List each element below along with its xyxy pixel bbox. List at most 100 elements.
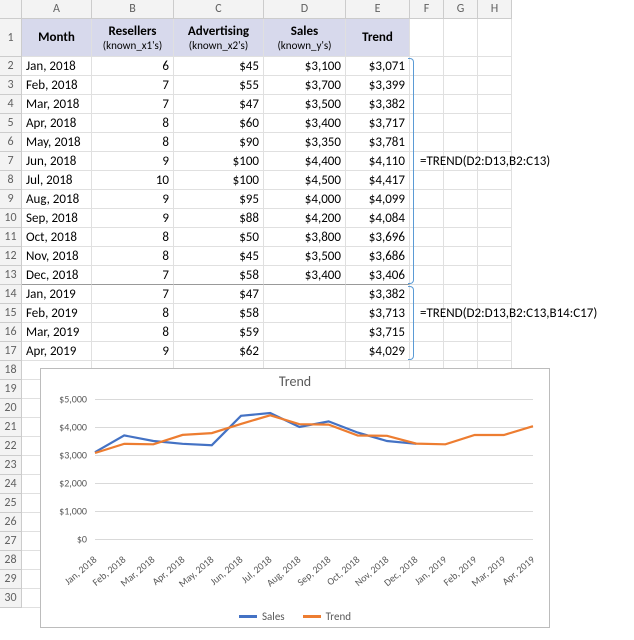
row-header-26[interactable]: 26 <box>0 513 22 532</box>
cell-month-9[interactable]: Aug, 2018 <box>22 190 92 209</box>
cell-adv-14[interactable]: $47 <box>174 285 264 304</box>
cell-adv-13[interactable]: $58 <box>174 266 264 285</box>
cell-sales-3[interactable]: $3,700 <box>264 76 346 95</box>
cell-adv-3[interactable]: $55 <box>174 76 264 95</box>
row-header-6[interactable]: 6 <box>0 133 22 152</box>
cell-month-13[interactable]: Dec, 2018 <box>22 266 92 285</box>
cell-month-14[interactable]: Jan, 2019 <box>22 285 92 304</box>
cell-month-7[interactable]: Jun, 2018 <box>22 152 92 171</box>
cell-month-4[interactable]: Mar, 2018 <box>22 95 92 114</box>
cell-adv-15[interactable]: $58 <box>174 304 264 323</box>
cell-month-2[interactable]: Jan, 2018 <box>22 57 92 76</box>
cell-adv-10[interactable]: $88 <box>174 209 264 228</box>
cell-resellers-6[interactable]: 8 <box>92 133 174 152</box>
cell-trend-11[interactable]: $3,696 <box>346 228 410 247</box>
row-header-12[interactable]: 12 <box>0 247 22 266</box>
cell-trend-7[interactable]: $4,110 <box>346 152 410 171</box>
cell-trend-9[interactable]: $4,099 <box>346 190 410 209</box>
cell-adv-5[interactable]: $60 <box>174 114 264 133</box>
row-header-9[interactable]: 9 <box>0 190 22 209</box>
cell-resellers-15[interactable]: 8 <box>92 304 174 323</box>
cell-trend-14[interactable]: $3,382 <box>346 285 410 304</box>
cell-sales-6[interactable]: $3,350 <box>264 133 346 152</box>
col-header-D[interactable]: D <box>264 0 346 19</box>
cell-month-8[interactable]: Jul, 2018 <box>22 171 92 190</box>
row-header-25[interactable]: 25 <box>0 494 22 513</box>
row-header-29[interactable]: 29 <box>0 570 22 589</box>
cell-trend-6[interactable]: $3,781 <box>346 133 410 152</box>
col-header-C[interactable]: C <box>174 0 264 19</box>
cell-trend-12[interactable]: $3,686 <box>346 247 410 266</box>
cell-adv-16[interactable]: $59 <box>174 323 264 342</box>
cell-sales-8[interactable]: $4,500 <box>264 171 346 190</box>
cell-sales-11[interactable]: $3,800 <box>264 228 346 247</box>
cell-resellers-16[interactable]: 8 <box>92 323 174 342</box>
cell-sales-7[interactable]: $4,400 <box>264 152 346 171</box>
row-header-18[interactable]: 18 <box>0 361 22 380</box>
cell-resellers-7[interactable]: 9 <box>92 152 174 171</box>
col-header-F[interactable]: F <box>410 0 444 19</box>
cell-resellers-2[interactable]: 6 <box>92 57 174 76</box>
cell-adv-4[interactable]: $47 <box>174 95 264 114</box>
row-header-22[interactable]: 22 <box>0 437 22 456</box>
cell-month-17[interactable]: Apr, 2019 <box>22 342 92 361</box>
cell-resellers-13[interactable]: 7 <box>92 266 174 285</box>
cell-sales-2[interactable]: $3,100 <box>264 57 346 76</box>
cell-resellers-3[interactable]: 7 <box>92 76 174 95</box>
col-header-A[interactable]: A <box>22 0 92 19</box>
cell-trend-17[interactable]: $4,029 <box>346 342 410 361</box>
cell-trend-2[interactable]: $3,071 <box>346 57 410 76</box>
cell-resellers-11[interactable]: 8 <box>92 228 174 247</box>
cell-trend-15[interactable]: $3,713 <box>346 304 410 323</box>
cell-trend-3[interactable]: $3,399 <box>346 76 410 95</box>
cell-month-5[interactable]: Apr, 2018 <box>22 114 92 133</box>
cell-trend-8[interactable]: $4,417 <box>346 171 410 190</box>
cell-sales-9[interactable]: $4,000 <box>264 190 346 209</box>
cell-month-3[interactable]: Feb, 2018 <box>22 76 92 95</box>
cell-resellers-4[interactable]: 7 <box>92 95 174 114</box>
cell-adv-6[interactable]: $90 <box>174 133 264 152</box>
cell-month-16[interactable]: Mar, 2019 <box>22 323 92 342</box>
cell-trend-13[interactable]: $3,406 <box>346 266 410 285</box>
row-header-21[interactable]: 21 <box>0 418 22 437</box>
cell-adv-8[interactable]: $100 <box>174 171 264 190</box>
row-header-13[interactable]: 13 <box>0 266 22 285</box>
cell-sales-5[interactable]: $3,400 <box>264 114 346 133</box>
cell-resellers-10[interactable]: 9 <box>92 209 174 228</box>
cell-resellers-8[interactable]: 10 <box>92 171 174 190</box>
cell-month-12[interactable]: Nov, 2018 <box>22 247 92 266</box>
cell-adv-2[interactable]: $45 <box>174 57 264 76</box>
cell-resellers-14[interactable]: 7 <box>92 285 174 304</box>
cell-sales-4[interactable]: $3,500 <box>264 95 346 114</box>
row-header-20[interactable]: 20 <box>0 399 22 418</box>
row-header-11[interactable]: 11 <box>0 228 22 247</box>
row-header-10[interactable]: 10 <box>0 209 22 228</box>
cell-month-11[interactable]: Oct, 2018 <box>22 228 92 247</box>
cell-sales-12[interactable]: $3,500 <box>264 247 346 266</box>
row-header-8[interactable]: 8 <box>0 171 22 190</box>
cell-resellers-17[interactable]: 9 <box>92 342 174 361</box>
row-header-28[interactable]: 28 <box>0 551 22 570</box>
row-header-16[interactable]: 16 <box>0 323 22 342</box>
row-header-23[interactable]: 23 <box>0 456 22 475</box>
col-header-E[interactable]: E <box>346 0 410 19</box>
cell-resellers-12[interactable]: 8 <box>92 247 174 266</box>
cell-sales-14[interactable] <box>264 285 346 304</box>
row-header-27[interactable]: 27 <box>0 532 22 551</box>
cell-trend-4[interactable]: $3,382 <box>346 95 410 114</box>
cell-sales-15[interactable] <box>264 304 346 323</box>
row-header-1[interactable]: 1 <box>0 19 22 57</box>
cell-sales-13[interactable]: $3,400 <box>264 266 346 285</box>
cell-trend-10[interactable]: $4,084 <box>346 209 410 228</box>
row-header-19[interactable]: 19 <box>0 380 22 399</box>
cell-month-15[interactable]: Feb, 2019 <box>22 304 92 323</box>
row-header-2[interactable]: 2 <box>0 57 22 76</box>
row-header-3[interactable]: 3 <box>0 76 22 95</box>
cell-month-6[interactable]: May, 2018 <box>22 133 92 152</box>
row-header-14[interactable]: 14 <box>0 285 22 304</box>
cell-month-10[interactable]: Sep, 2018 <box>22 209 92 228</box>
row-header-7[interactable]: 7 <box>0 152 22 171</box>
cell-sales-16[interactable] <box>264 323 346 342</box>
row-header-15[interactable]: 15 <box>0 304 22 323</box>
row-header-5[interactable]: 5 <box>0 114 22 133</box>
